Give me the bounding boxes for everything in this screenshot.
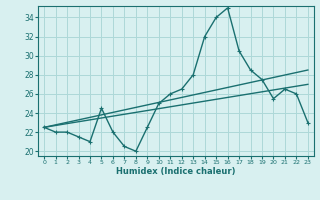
X-axis label: Humidex (Indice chaleur): Humidex (Indice chaleur) [116, 167, 236, 176]
